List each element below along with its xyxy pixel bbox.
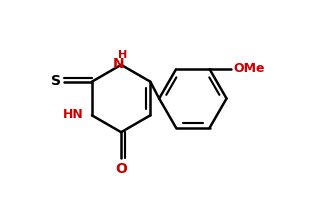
- Text: O: O: [115, 162, 127, 176]
- Text: HN: HN: [62, 108, 83, 121]
- Text: OMe: OMe: [233, 62, 265, 75]
- Text: S: S: [51, 73, 61, 88]
- Text: H: H: [118, 50, 127, 60]
- Text: N: N: [113, 57, 125, 71]
